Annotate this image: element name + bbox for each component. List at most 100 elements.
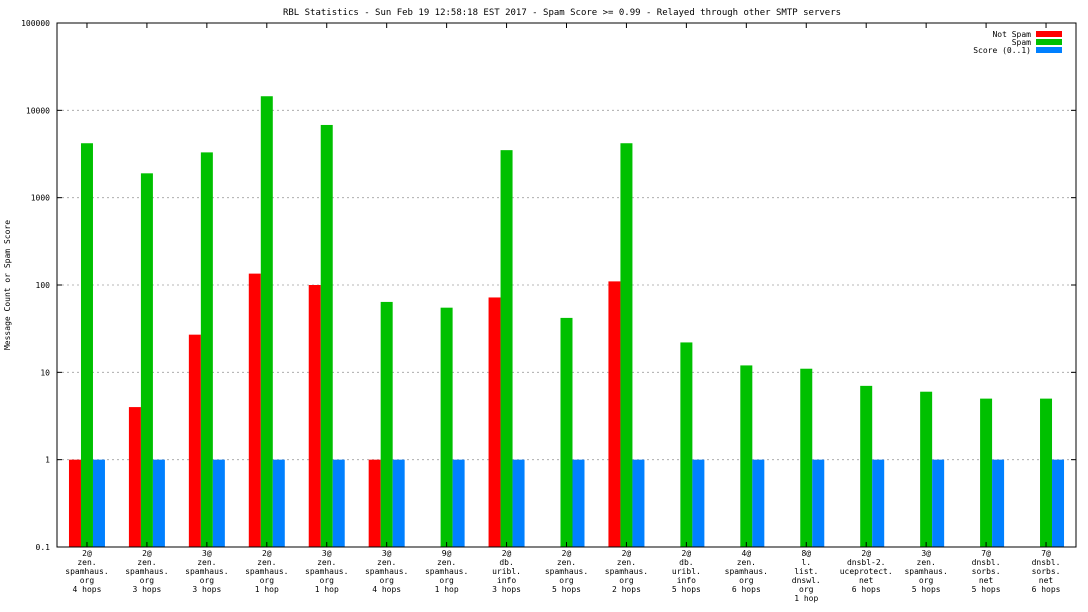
x-tick-label: uribl.: [672, 567, 701, 576]
x-tick-label: 2@: [142, 549, 152, 558]
bar-not-spam: [608, 281, 621, 547]
bar-score-0-1: [752, 459, 765, 547]
x-tick-label: 7@: [981, 549, 991, 558]
x-tick-label: org: [379, 576, 394, 585]
x-tick-label: 2@: [861, 549, 871, 558]
y-tick-label: 1000: [31, 194, 50, 203]
x-tick-label: 5 hops: [972, 585, 1001, 594]
bar-score-0-1: [932, 459, 945, 547]
bar-spam: [980, 398, 993, 547]
bar-spam: [860, 385, 873, 547]
bar-spam: [620, 143, 633, 548]
bar-score-0-1: [1052, 459, 1065, 547]
x-tick-label: 3@: [322, 549, 332, 558]
x-tick-label: org: [80, 576, 95, 585]
x-tick-label: sorbs.: [1032, 567, 1061, 576]
bar-score-0-1: [872, 459, 885, 547]
y-axis-title: Message Count or Spam Score: [3, 220, 12, 350]
bar-spam: [380, 301, 393, 547]
x-tick-label: sorbs.: [972, 567, 1001, 576]
x-tick-label: net: [859, 576, 874, 585]
bar-not-spam: [68, 459, 81, 547]
x-tick-label: org: [739, 576, 754, 585]
x-tick-label: spamhaus.: [605, 567, 648, 576]
x-tick-label: 3 hops: [492, 585, 521, 594]
x-tick-label: info: [677, 576, 696, 585]
x-tick-label: dnsbl-2.: [847, 558, 886, 567]
x-tick-label: 6 hops: [852, 585, 881, 594]
x-tick-label: 1 hop: [435, 585, 459, 594]
x-tick-label: org: [619, 576, 634, 585]
x-tick-label: net: [979, 576, 994, 585]
x-tick-label: dnswl.: [792, 576, 821, 585]
x-tick-label: info: [497, 576, 516, 585]
bar-not-spam: [488, 297, 501, 547]
bar-score-0-1: [512, 459, 525, 547]
x-tick-label: org: [140, 576, 155, 585]
x-tick-label: net: [1039, 576, 1054, 585]
x-tick-label: 2@: [262, 549, 272, 558]
bar-score-0-1: [632, 459, 645, 547]
bar-spam: [500, 150, 513, 547]
legend-swatch: [1036, 47, 1062, 53]
x-tick-label: l.: [801, 558, 811, 567]
x-tick-label: zen.: [917, 558, 936, 567]
x-tick-label: 4 hops: [73, 585, 102, 594]
x-tick-label: org: [559, 576, 574, 585]
x-tick-label: 1 hop: [255, 585, 279, 594]
y-tick-label: 0.1: [36, 543, 51, 552]
x-tick-label: spamhaus.: [245, 567, 288, 576]
legend-label: Spam: [1012, 38, 1031, 47]
x-tick-label: 2@: [502, 549, 512, 558]
x-tick-label: 2@: [682, 549, 692, 558]
x-tick-label: 5 hops: [552, 585, 581, 594]
y-tick-label: 100000: [21, 19, 50, 28]
x-tick-label: zen.: [197, 558, 216, 567]
bar-not-spam: [188, 334, 201, 547]
x-tick-label: zen.: [317, 558, 336, 567]
x-tick-label: zen.: [617, 558, 636, 567]
bars: [68, 96, 1065, 548]
x-tick-label: 2@: [82, 549, 92, 558]
y-tick-label: 1: [45, 456, 50, 465]
bar-score-0-1: [992, 459, 1005, 547]
x-tick-label: org: [439, 576, 454, 585]
x-tick-label: org: [919, 576, 934, 585]
x-tick-label: 1 hop: [794, 594, 818, 603]
bar-score-0-1: [212, 459, 225, 547]
x-tick-label: uceprotect.: [840, 567, 893, 576]
x-tick-label: org: [200, 576, 215, 585]
bar-score-0-1: [92, 459, 105, 547]
x-tick-label: 9@: [442, 549, 452, 558]
x-tick-label: zen.: [377, 558, 396, 567]
legend-label: Score (0..1): [973, 46, 1031, 55]
x-tick-label: 2@: [562, 549, 572, 558]
x-tick-label: spamhaus.: [725, 567, 768, 576]
x-tick-label: 3 hops: [192, 585, 221, 594]
bar-spam: [80, 143, 93, 548]
bar-not-spam: [128, 407, 141, 547]
x-tick-label: db.: [679, 558, 693, 567]
x-tick-label: 2 hops: [612, 585, 641, 594]
bar-not-spam: [368, 459, 381, 547]
x-tick-label: spamhaus.: [65, 567, 108, 576]
x-tick-label: 3@: [382, 549, 392, 558]
bar-spam: [920, 391, 933, 547]
bar-score-0-1: [812, 459, 825, 547]
x-tick-label: 8@: [801, 549, 811, 558]
bar-score-0-1: [332, 459, 345, 547]
y-axis-ticks: 0.1 1 10 100 1000 10000 100000: [21, 19, 1076, 552]
bar-score-0-1: [452, 459, 465, 547]
x-tick-label: spamhaus.: [365, 567, 408, 576]
bar-score-0-1: [572, 459, 585, 547]
bar-spam: [440, 307, 453, 547]
x-tick-label: 6 hops: [1032, 585, 1061, 594]
bar-spam: [800, 368, 813, 547]
x-tick-label: list.: [794, 567, 818, 576]
bar-not-spam: [308, 285, 321, 547]
x-tick-label: spamhaus.: [305, 567, 348, 576]
y-tick-label: 10000: [26, 106, 50, 115]
